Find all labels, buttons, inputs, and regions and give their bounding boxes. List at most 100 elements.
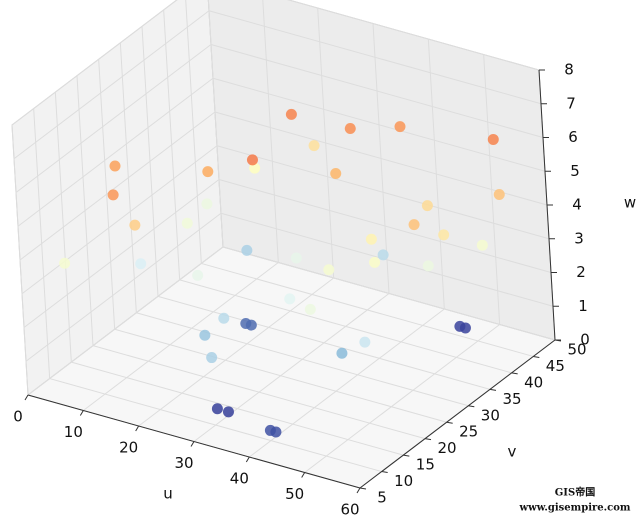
grid-line [13, 10, 210, 160]
z-tick-label: 8 [564, 61, 574, 79]
point [369, 256, 381, 268]
tick [135, 425, 140, 432]
point [408, 219, 420, 231]
tick [446, 421, 453, 424]
grid-line [17, 77, 214, 227]
tick [245, 456, 250, 463]
tick [190, 441, 195, 447]
x-axis-label: u [163, 485, 173, 503]
z-tick-label: 4 [572, 196, 582, 214]
tick [489, 388, 497, 391]
grid-line [216, 145, 550, 240]
z-tick-label: 5 [570, 162, 580, 180]
point [476, 239, 488, 251]
point [59, 257, 71, 269]
point [365, 233, 377, 245]
tick [24, 394, 29, 401]
tick [468, 405, 475, 408]
x-tick-label: 40 [230, 470, 249, 488]
point [181, 217, 193, 229]
point [336, 347, 348, 359]
point [249, 162, 261, 174]
y-axis-label: v [508, 443, 517, 461]
y-tick-label: 5 [377, 489, 387, 507]
point [421, 200, 433, 212]
point [218, 312, 230, 324]
grid-line [212, 77, 546, 172]
tick [79, 410, 84, 416]
point [285, 108, 297, 120]
grid-line [214, 111, 548, 206]
tick [533, 355, 540, 358]
point [487, 133, 499, 145]
z-tick-label: 2 [576, 263, 586, 281]
grid-line [92, 345, 426, 440]
z-tick-label: 6 [568, 128, 578, 146]
x-tick-label: 20 [119, 439, 138, 457]
point [304, 303, 316, 315]
grid-line [27, 246, 224, 396]
grid-line [49, 378, 382, 473]
grid-line [114, 328, 447, 423]
grid-line [25, 212, 222, 362]
tick [403, 454, 410, 457]
z-tick-label: 7 [566, 94, 576, 112]
grid-line [201, 262, 534, 357]
grid-line [210, 44, 544, 138]
point [284, 293, 296, 305]
point [377, 249, 389, 261]
point [201, 198, 213, 210]
x-tick-label: 10 [64, 423, 83, 441]
watermark: www.gisempire.com [519, 503, 631, 514]
grid-line [23, 179, 220, 328]
point [438, 229, 450, 241]
z-tick-label: 0 [580, 331, 590, 349]
grid-line [157, 295, 491, 390]
x-tick-label: 0 [13, 408, 23, 426]
y-tick-label: 30 [481, 406, 500, 424]
y-tick-label: 50 [567, 341, 586, 359]
point [211, 403, 223, 415]
point [422, 260, 434, 272]
grid-line [19, 111, 216, 261]
y-tick-label: 40 [524, 373, 543, 391]
x-tick-label: 50 [285, 485, 304, 503]
y-tick-label: 45 [546, 357, 565, 375]
point [222, 406, 234, 418]
grid-line [83, 262, 279, 411]
grid-line [11, 0, 178, 126]
y-tick-label: 10 [394, 472, 413, 490]
point [135, 258, 147, 270]
grid-line [220, 212, 554, 307]
point [493, 188, 505, 200]
point [206, 352, 218, 364]
point [199, 329, 211, 341]
watermark: GIS帝国 [555, 486, 595, 499]
grid-line [304, 324, 500, 473]
y-tick-label: 35 [502, 390, 521, 408]
point [192, 269, 204, 281]
point [394, 121, 406, 133]
point [202, 166, 214, 178]
y-axis [359, 339, 556, 489]
z-tick-label: 1 [578, 297, 588, 315]
point [270, 426, 282, 438]
point [109, 160, 121, 172]
tick [356, 487, 361, 494]
grid-line [138, 277, 334, 427]
point [107, 189, 119, 201]
y-tick-label: 25 [459, 423, 478, 441]
point [308, 140, 320, 152]
point [246, 154, 258, 166]
y-tick-label: 20 [437, 439, 456, 457]
z-axis-label: w [624, 194, 636, 212]
point [241, 244, 253, 256]
grid-line [249, 308, 445, 458]
point [459, 322, 471, 334]
y-tick-label: 15 [416, 456, 435, 474]
grid-line [218, 179, 552, 273]
x-tick-label: 60 [340, 501, 359, 519]
tick [511, 372, 518, 375]
x-tick-label: 30 [174, 454, 193, 472]
